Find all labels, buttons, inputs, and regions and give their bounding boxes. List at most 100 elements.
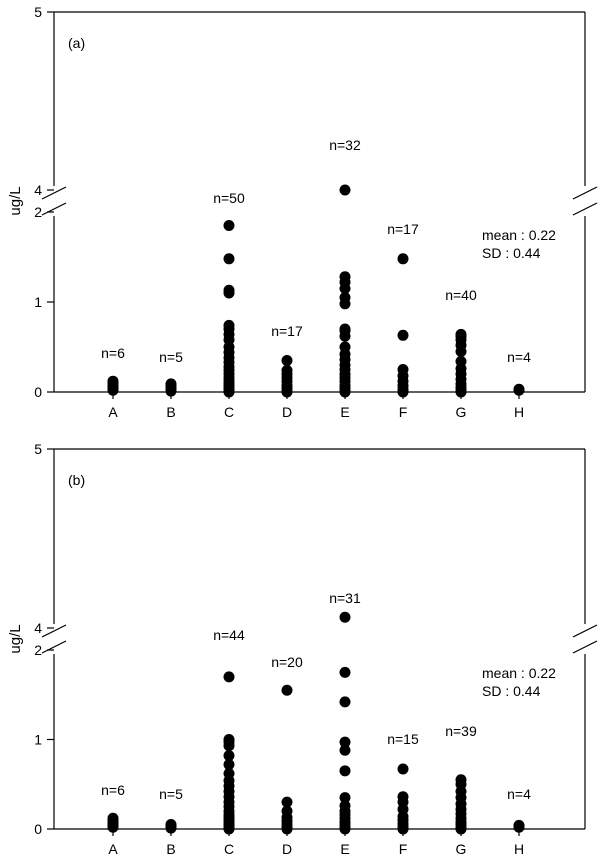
data-point xyxy=(513,383,525,395)
x-tick-label: C xyxy=(224,841,234,857)
stats-sd: SD : 0.44 xyxy=(482,683,541,699)
axis-break-mark xyxy=(572,202,598,216)
panel-label: (a) xyxy=(68,35,85,51)
panel-label: (b) xyxy=(68,472,85,488)
data-point xyxy=(339,292,351,303)
x-tick-label: E xyxy=(340,404,349,420)
data-point xyxy=(281,355,293,366)
x-tick-label: A xyxy=(108,841,118,857)
data-point xyxy=(107,812,119,824)
x-tick-label: G xyxy=(456,841,467,857)
n-label: n=5 xyxy=(159,349,183,365)
data-point xyxy=(455,328,467,340)
n-label: n=4 xyxy=(507,349,531,365)
n-label: n=6 xyxy=(101,345,125,361)
y-tick-label: 0 xyxy=(34,821,42,837)
data-point xyxy=(339,765,351,777)
data-point xyxy=(397,364,409,375)
y-tick-label: 5 xyxy=(34,441,42,457)
x-tick-label: G xyxy=(456,404,467,420)
data-point xyxy=(281,684,293,696)
y-axis-label: ug/L xyxy=(7,624,24,653)
axis-break-mark xyxy=(572,624,598,638)
stats-mean: mean : 0.22 xyxy=(482,665,556,681)
axis-break-mark xyxy=(41,202,67,216)
x-tick-label: C xyxy=(224,404,234,420)
n-label: n=39 xyxy=(445,723,477,739)
x-tick-label: E xyxy=(340,841,349,857)
n-label: n=31 xyxy=(329,590,361,606)
y-tick-label: 4 xyxy=(34,182,42,198)
n-label: n=44 xyxy=(213,627,245,643)
data-point xyxy=(513,819,525,831)
data-point xyxy=(339,744,351,756)
data-point xyxy=(223,319,235,331)
y-tick-label: 2 xyxy=(34,642,42,658)
data-point xyxy=(339,800,351,812)
axis-break-mark xyxy=(572,640,598,654)
x-tick-label: D xyxy=(282,404,292,420)
data-point xyxy=(223,671,235,683)
x-tick-label: B xyxy=(166,404,175,420)
stats-mean: mean : 0.22 xyxy=(482,227,556,243)
n-label: n=40 xyxy=(445,287,477,303)
data-point xyxy=(281,364,293,376)
y-tick-label: 1 xyxy=(34,732,42,748)
x-tick-label: H xyxy=(514,841,524,857)
data-point xyxy=(223,284,235,296)
n-label: n=15 xyxy=(387,731,419,747)
data-point xyxy=(223,734,235,745)
data-point xyxy=(223,253,235,265)
axis-break-mark xyxy=(41,624,67,638)
data-point xyxy=(223,759,235,771)
data-point xyxy=(281,805,293,817)
y-axis-label: ug/L xyxy=(7,186,24,215)
axis-break-mark xyxy=(41,186,67,200)
n-label: n=32 xyxy=(329,137,361,153)
n-label: n=17 xyxy=(387,221,419,237)
axis-break-gap xyxy=(571,188,599,214)
data-point xyxy=(339,611,351,623)
x-tick-label: A xyxy=(108,404,118,420)
n-label: n=50 xyxy=(213,190,245,206)
data-point xyxy=(339,666,351,678)
n-label: n=6 xyxy=(101,782,125,798)
data-point xyxy=(165,819,177,831)
axis-break-mark xyxy=(572,186,598,200)
data-point xyxy=(281,796,293,808)
data-point xyxy=(223,768,235,780)
n-label: n=5 xyxy=(159,786,183,802)
data-point xyxy=(397,791,409,803)
data-point xyxy=(339,736,351,748)
panel-a: 0 1 2 4 5 ug/L (a) An=6 Bn=5 Cn=50 Dn=17 En=32 Fn=17… xyxy=(7,4,599,420)
x-tick-label: H xyxy=(514,404,524,420)
axis-break-gap xyxy=(40,626,68,652)
panel-b: 0 1 2 4 5 ug/L (b) An=6 Bn=5 Cn=44 Dn=20 En=31 Fn=15… xyxy=(7,441,599,857)
data-point xyxy=(455,355,467,367)
y-tick-label: 2 xyxy=(34,204,42,220)
axis-break-mark xyxy=(41,640,67,654)
data-point xyxy=(223,750,235,762)
n-label: n=4 xyxy=(507,786,531,802)
data-point xyxy=(165,378,177,390)
x-tick-label: F xyxy=(399,841,408,857)
data-point xyxy=(339,323,351,335)
stats-sd: SD : 0.44 xyxy=(482,245,541,261)
data-point xyxy=(107,375,119,387)
data-point xyxy=(339,184,351,196)
x-tick-label: D xyxy=(282,841,292,857)
axis-break-gap xyxy=(571,626,599,652)
y-tick-label: 1 xyxy=(34,294,42,310)
x-tick-label: F xyxy=(399,404,408,420)
axis-break-gap xyxy=(40,188,68,214)
data-point xyxy=(397,329,409,341)
data-point xyxy=(339,341,351,353)
data-point xyxy=(397,253,409,265)
n-label: n=20 xyxy=(271,654,303,670)
data-point xyxy=(223,220,235,231)
data-point xyxy=(339,792,351,804)
x-tick-label: B xyxy=(166,841,175,857)
data-point xyxy=(397,763,409,775)
n-label: n=17 xyxy=(271,323,303,339)
